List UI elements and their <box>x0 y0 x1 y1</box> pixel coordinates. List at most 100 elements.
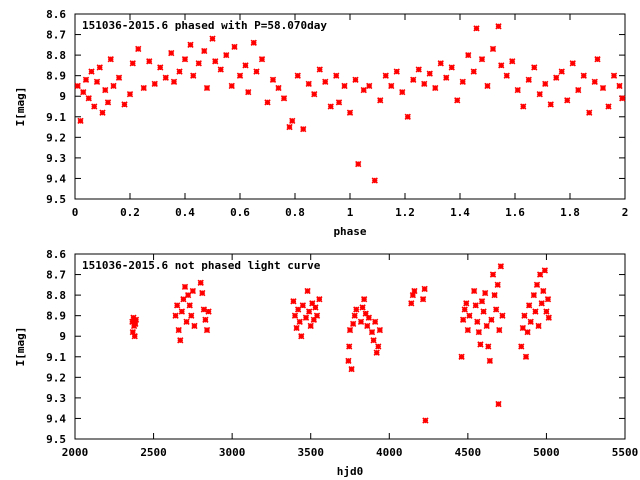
x-tick-label: 1.2 <box>395 206 415 219</box>
data-point <box>186 302 193 309</box>
y-tick-label: 8.6 <box>46 248 66 261</box>
data-point <box>203 326 211 334</box>
data-point <box>316 296 323 303</box>
x-tick-label: 5000 <box>533 446 560 459</box>
data-point <box>616 82 623 90</box>
data-point <box>486 357 494 365</box>
data-point <box>205 308 212 315</box>
data-point <box>178 308 186 315</box>
data-point <box>481 289 489 297</box>
data-point <box>129 328 136 336</box>
data-point <box>364 322 371 330</box>
y-tick-label: 8.8 <box>46 49 66 62</box>
data-point <box>309 300 316 307</box>
data-point <box>409 291 417 299</box>
data-point <box>96 64 103 71</box>
data-point <box>488 316 495 323</box>
data-point <box>299 302 307 309</box>
data-point <box>300 125 307 133</box>
data-point <box>366 82 373 90</box>
data-point <box>172 312 179 319</box>
data-point <box>535 322 542 330</box>
data-point <box>74 82 81 90</box>
x-tick-label: 4000 <box>376 446 403 459</box>
data-point <box>200 306 208 313</box>
data-point <box>540 287 547 295</box>
data-point <box>558 68 565 75</box>
data-point <box>302 314 310 321</box>
data-point <box>362 310 369 317</box>
data-point <box>360 86 367 94</box>
data-point <box>521 312 528 319</box>
data-point <box>489 45 497 53</box>
phased-light-curve-panel: 0 0.2 0.4 0.6 0.8 1 1.2 1.4 1.6 1.8 2 8.6 8.7 8.8 8.9 9… <box>14 8 628 238</box>
x-tick-label: 2500 <box>140 446 167 459</box>
data-point <box>151 80 158 88</box>
data-point <box>373 349 380 356</box>
data-point <box>448 64 455 71</box>
data-point <box>275 84 282 92</box>
chart-title: 151036-2015.6 not phased light curve <box>82 259 321 272</box>
data-point <box>470 68 477 75</box>
x-tick-label: 1 <box>347 206 354 219</box>
data-point <box>426 70 433 77</box>
y-tick-label: 9.1 <box>46 111 66 124</box>
y-tick-label: 8.7 <box>46 269 66 282</box>
x-tick-label: 0.2 <box>120 206 140 219</box>
data-point <box>586 109 593 116</box>
data-point <box>382 72 389 79</box>
data-point <box>422 417 429 424</box>
data-point <box>359 304 366 311</box>
data-point <box>545 314 552 321</box>
x-tick-label: 2 <box>622 206 629 219</box>
y-axis-label: I[mag] <box>14 87 27 127</box>
chart-title: 151036-2015.6 phased with P=58.070day <box>82 19 327 32</box>
data-point <box>291 312 299 319</box>
x-tick-label: 1.8 <box>560 206 580 219</box>
data-point <box>495 23 502 30</box>
data-point <box>619 95 626 102</box>
data-point <box>393 68 400 75</box>
x-tick-label: 3500 <box>297 446 324 459</box>
data-point <box>191 322 198 330</box>
data-point <box>371 318 379 325</box>
data-point <box>264 99 271 106</box>
y-tick-label: 8.9 <box>46 70 66 83</box>
data-point <box>335 99 343 106</box>
data-point <box>346 109 354 116</box>
data-point <box>466 312 473 319</box>
data-point <box>376 326 384 334</box>
data-point <box>162 74 169 81</box>
data-point <box>404 113 411 120</box>
data-point <box>459 78 466 85</box>
data-point <box>349 320 357 328</box>
data-point <box>533 281 541 288</box>
data-point <box>509 58 516 65</box>
data-point <box>531 64 538 71</box>
data-point <box>307 322 314 330</box>
data-point <box>480 308 487 315</box>
data-point <box>485 343 492 350</box>
x-tick-label: 0.8 <box>285 206 305 219</box>
data-point <box>461 306 468 313</box>
data-point <box>212 58 219 65</box>
data-point <box>542 80 549 88</box>
x-tick-label: 1.4 <box>450 206 470 219</box>
data-point <box>77 117 84 125</box>
data-point <box>569 60 576 67</box>
data-point <box>187 41 194 48</box>
data-point <box>498 62 505 69</box>
data-point <box>478 298 486 305</box>
data-point <box>310 316 318 323</box>
data-point <box>175 326 182 334</box>
data-point <box>286 123 293 131</box>
y-tick-label: 9.2 <box>46 371 66 384</box>
data-point <box>346 326 354 334</box>
data-point <box>465 51 472 59</box>
data-point <box>522 353 530 360</box>
data-point <box>564 97 571 104</box>
data-point <box>290 298 297 305</box>
data-point <box>357 318 365 325</box>
x-tick-label: 3000 <box>219 446 246 459</box>
data-point <box>353 306 360 313</box>
